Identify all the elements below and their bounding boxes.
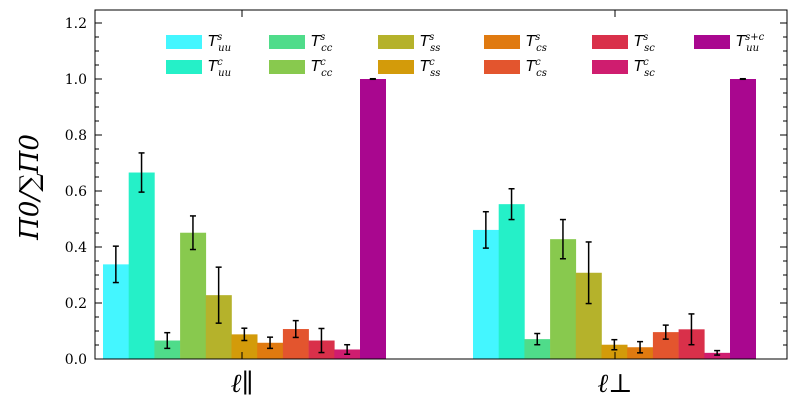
legend-label-11: Ts+c uu bbox=[736, 32, 765, 54]
y-axis-label: Π0/∑Π0 bbox=[15, 134, 45, 241]
legend-label-6: Tc ss bbox=[420, 57, 440, 79]
y-tick-label: 0.2 bbox=[65, 296, 87, 312]
bar-4-group-1 bbox=[180, 232, 207, 359]
bar-11-group-2 bbox=[730, 79, 756, 359]
legend-label-4: Tc cc bbox=[311, 57, 333, 79]
legend-swatch-8 bbox=[484, 60, 520, 74]
bar-7-group-1 bbox=[257, 342, 284, 359]
axes: 0.0 0.2 0.4 0.6 0.8 1.0 1.2 bbox=[65, 9, 788, 368]
legend: Ts uu Tc uu Ts cc Tc cc Ts ss Tc ss Ts cs Tc cs Ts sc Tc sc… bbox=[166, 32, 765, 79]
legend-swatch-10 bbox=[592, 60, 628, 74]
legend-label-5: Ts ss bbox=[420, 32, 440, 54]
legend-swatch-5 bbox=[378, 35, 414, 49]
legend-swatch-1 bbox=[166, 35, 202, 49]
plot-frame bbox=[94, 9, 788, 360]
legend-swatch-6 bbox=[378, 60, 414, 74]
y-tick-label: 0.4 bbox=[65, 240, 87, 256]
legend-label-8: Tc cs bbox=[526, 57, 547, 79]
legend-label-1: Ts uu bbox=[208, 32, 231, 54]
legend-swatch-4 bbox=[269, 60, 305, 74]
y-tick-label: 1.0 bbox=[65, 72, 87, 88]
y-tick-label: 0.0 bbox=[65, 352, 87, 368]
bars-layer bbox=[103, 79, 756, 359]
legend-label-3: Ts cc bbox=[311, 32, 333, 54]
bar-2-group-2 bbox=[498, 204, 525, 359]
legend-swatch-9 bbox=[592, 35, 628, 49]
y-tick-label: 1.2 bbox=[65, 16, 87, 32]
legend-label-7: Ts cs bbox=[526, 32, 547, 54]
x-tick-label-parallel: ℓ∥ bbox=[231, 369, 254, 399]
bar-11-group-1 bbox=[360, 79, 386, 359]
bar-3-group-2 bbox=[524, 339, 551, 359]
legend-label-9: Ts sc bbox=[634, 32, 655, 54]
legend-label-10: Tc sc bbox=[634, 57, 655, 79]
legend-swatch-2 bbox=[166, 60, 202, 74]
bar-10-group-2 bbox=[704, 352, 731, 359]
y-tick-label: 0.8 bbox=[65, 128, 87, 144]
legend-swatch-11 bbox=[694, 35, 730, 49]
legend-swatch-3 bbox=[269, 35, 305, 49]
bar-1-group-2 bbox=[473, 229, 499, 359]
bar-2-group-1 bbox=[128, 172, 155, 359]
error-bars-layer bbox=[112, 77, 746, 356]
x-tick-label-perp: ℓ⊥ bbox=[597, 369, 632, 399]
bar-6-group-2 bbox=[601, 344, 628, 359]
y-tick-label: 0.6 bbox=[65, 184, 87, 200]
legend-swatch-7 bbox=[484, 35, 520, 49]
bar-3-group-1 bbox=[154, 340, 181, 359]
legend-label-2: Tc uu bbox=[208, 57, 231, 79]
